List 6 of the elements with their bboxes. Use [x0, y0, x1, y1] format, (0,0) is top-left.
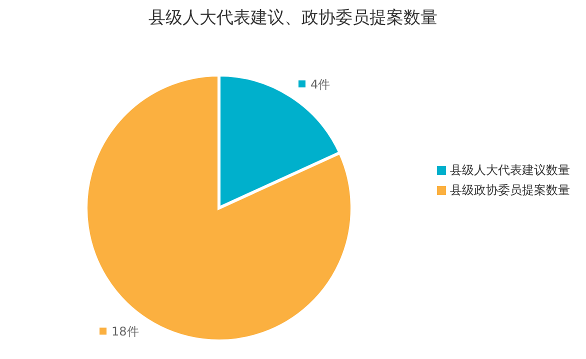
legend-label: 县级政协委员提案数量: [450, 182, 570, 196]
data-label: 4件: [310, 77, 330, 92]
pie-slice: [84, 74, 354, 342]
chart-title: 县级人大代表建议、政协委员提案数量: [148, 7, 438, 29]
legend-label: 县级人大代表建议数量: [450, 162, 570, 176]
data-label: 18件: [112, 324, 139, 339]
